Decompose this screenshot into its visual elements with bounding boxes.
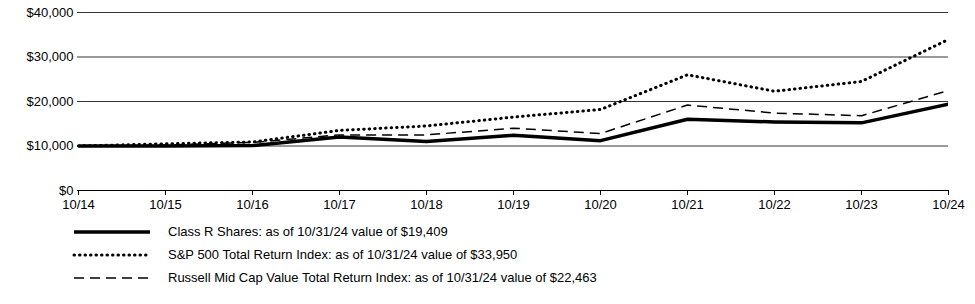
svg-text:10/17: 10/17 [323, 197, 356, 212]
svg-text:10/21: 10/21 [671, 197, 704, 212]
svg-text:10/18: 10/18 [410, 197, 443, 212]
svg-text:10/19: 10/19 [497, 197, 530, 212]
svg-text:$30,000: $30,000 [27, 49, 74, 64]
html-text:Russell Mid Cap Value Total Re: Russell Mid Cap Value Total Return Index… [168, 270, 597, 285]
svg-text:$20,000: $20,000 [27, 94, 74, 109]
svg-text:10/20: 10/20 [584, 197, 617, 212]
html-text:Class R Shares: as of 10/31/24: Class R Shares: as of 10/31/24 value of … [168, 224, 448, 239]
svg-text:10/23: 10/23 [845, 197, 878, 212]
svg-text:10/15: 10/15 [149, 197, 182, 212]
html-text:S&P 500 Total Return Index: as: S&P 500 Total Return Index: as of 10/31/… [168, 247, 518, 262]
svg-text:10/24: 10/24 [932, 197, 965, 212]
svg-text:10/14: 10/14 [62, 197, 95, 212]
svg-text:$0: $0 [59, 183, 73, 198]
svg-text:10/16: 10/16 [236, 197, 269, 212]
svg-text:$40,000: $40,000 [27, 5, 74, 20]
svg-text:10/22: 10/22 [758, 197, 791, 212]
svg-text:$10,000: $10,000 [27, 138, 74, 153]
